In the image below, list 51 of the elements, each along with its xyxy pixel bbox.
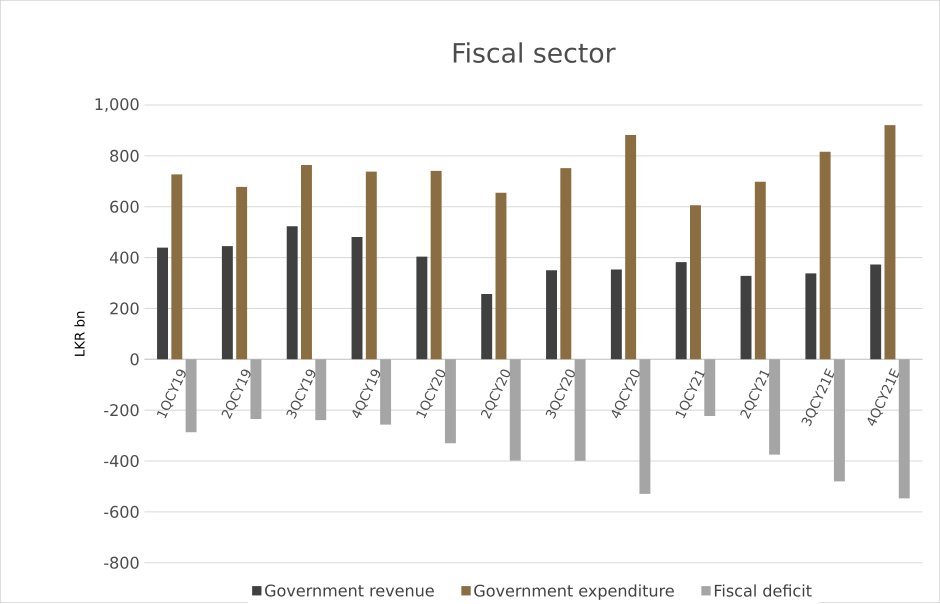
bar — [366, 172, 377, 360]
y-tick-label: 200 — [110, 302, 139, 315]
bar — [546, 270, 557, 360]
bar — [416, 256, 428, 360]
bar — [610, 270, 622, 360]
bar — [380, 359, 392, 425]
bar — [676, 262, 687, 360]
bar — [754, 182, 766, 360]
bar — [639, 359, 650, 494]
bar — [740, 276, 752, 360]
bar — [352, 237, 362, 360]
bar — [250, 359, 262, 420]
bar — [769, 359, 780, 455]
chart-title: Fiscal sector — [454, 42, 616, 63]
bar — [301, 165, 312, 360]
bar — [186, 359, 197, 432]
y-tick-label: -600 — [104, 506, 139, 518]
bar — [625, 135, 636, 360]
y-tick-label: 1,000 — [96, 98, 139, 112]
bar — [690, 205, 701, 360]
bar — [884, 125, 896, 360]
bar — [560, 168, 572, 360]
bar — [236, 186, 248, 360]
bar — [870, 264, 882, 360]
bar — [510, 359, 521, 461]
y-axis-title: LKR bn — [74, 312, 85, 356]
y-tick-label: 400 — [110, 252, 139, 264]
bar — [315, 359, 326, 420]
bar — [286, 226, 298, 360]
y-tick-label: 0 — [130, 353, 139, 366]
bar — [805, 273, 816, 360]
legend-label: Government expenditure — [474, 584, 674, 600]
bar — [481, 294, 492, 360]
bar — [171, 174, 182, 360]
bar — [704, 359, 716, 416]
y-tick-label: 600 — [110, 200, 139, 213]
bar — [222, 246, 233, 360]
y-tick-label: 800 — [110, 150, 139, 162]
bar — [898, 359, 910, 498]
bar — [496, 192, 506, 360]
bar — [430, 170, 442, 360]
bar — [157, 248, 168, 360]
y-tick-label: -400 — [104, 455, 139, 468]
bar — [820, 152, 831, 360]
bar — [574, 359, 586, 461]
legend-label: Fiscal deficit — [714, 584, 812, 597]
y-tick-label: -200 — [104, 404, 139, 416]
bar — [834, 359, 845, 482]
y-tick-label: -800 — [104, 556, 139, 569]
bar — [444, 359, 456, 444]
legend-label: Government revenue — [265, 584, 434, 597]
